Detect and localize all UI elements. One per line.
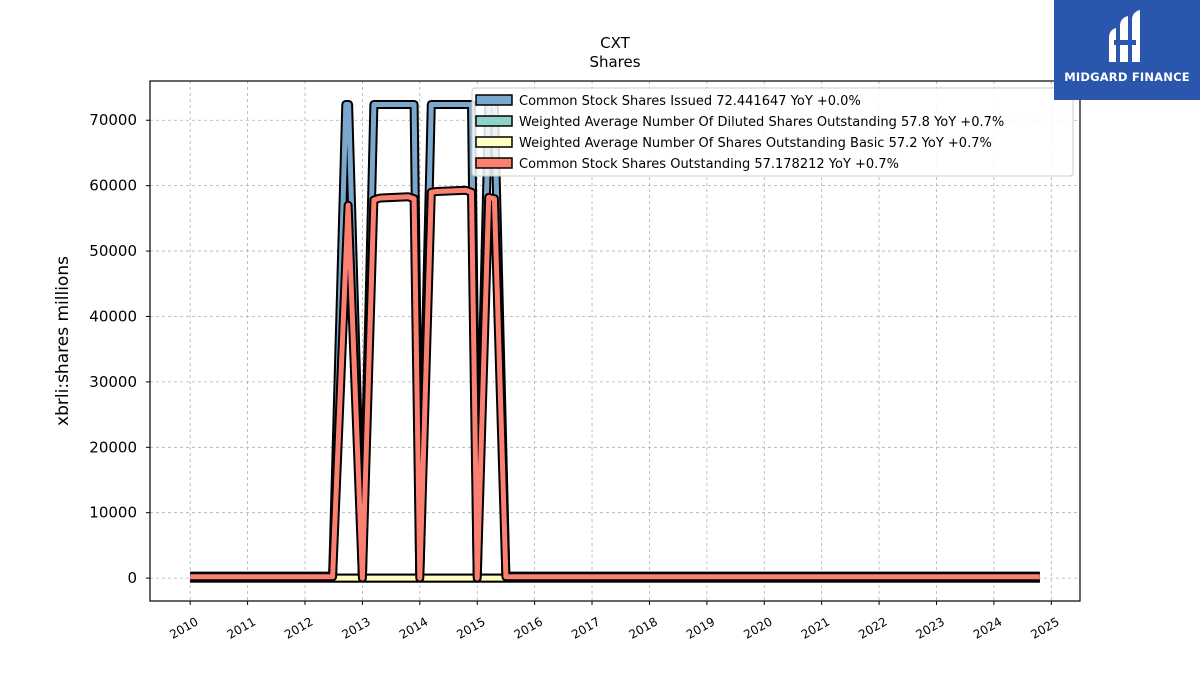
x-tick-label: 2014 [397, 614, 430, 641]
y-tick-label: 60000 [89, 177, 137, 195]
logo-mark-icon [1109, 10, 1140, 62]
chart-title: CXT [600, 34, 630, 52]
y-tick-label: 30000 [89, 373, 137, 391]
x-tick-label: 2019 [684, 614, 717, 641]
x-tick-label: 2020 [741, 614, 774, 641]
legend-entry: Common Stock Shares Issued 72.441647 YoY… [519, 94, 861, 109]
legend-swatch [475, 94, 513, 106]
y-axis-label: xbrli:shares millions [53, 256, 73, 426]
x-tick-label: 2010 [167, 614, 200, 641]
x-tick-label: 2015 [454, 614, 487, 641]
logo-text: MIDGARD FINANCE [1064, 70, 1190, 84]
series-outline [190, 185, 1040, 583]
plot-frame [149, 80, 1081, 602]
legend-swatch [475, 115, 513, 127]
x-tick-label: 2022 [856, 614, 889, 641]
midgard-finance-logo: MIDGARD FINANCE [1054, 0, 1200, 100]
x-tick-label: 2023 [914, 614, 947, 641]
y-tick-label: 20000 [89, 438, 137, 456]
legend-box [471, 87, 1074, 177]
chart-subtitle: Shares [589, 53, 640, 71]
legend-entry: Weighted Average Number Of Shares Outsta… [519, 136, 992, 151]
x-tick-label: 2016 [512, 614, 545, 641]
series-line-4 [190, 187, 1040, 581]
x-tick-label: 2024 [971, 614, 1004, 641]
x-tick-label: 2017 [569, 614, 602, 641]
legend-entry: Weighted Average Number Of Diluted Share… [519, 115, 1004, 130]
legend-swatch [475, 136, 513, 148]
y-tick-label: 10000 [89, 504, 137, 522]
x-tick-label: 2013 [339, 614, 372, 641]
x-tick-label: 2012 [282, 614, 315, 641]
x-tick-label: 2018 [626, 614, 659, 641]
y-tick-label: 50000 [89, 242, 137, 260]
ticks: 2010 2011 2012 2013 2014 2015 2016 2017 2018 2019… [89, 111, 1062, 642]
legend: Common Stock Shares Issued 72.441647 YoY… [471, 87, 1074, 177]
x-tick-label: 2025 [1028, 614, 1061, 641]
y-tick-label: 70000 [89, 111, 137, 129]
legend-swatch [475, 157, 513, 169]
x-tick-label: 2021 [799, 614, 832, 641]
y-tick-label: 0 [127, 569, 137, 587]
axes [149, 80, 1081, 602]
y-tick-label: 40000 [89, 307, 137, 325]
legend-entry: Common Stock Shares Outstanding 57.17821… [519, 157, 899, 172]
x-tick-label: 2011 [225, 614, 258, 641]
